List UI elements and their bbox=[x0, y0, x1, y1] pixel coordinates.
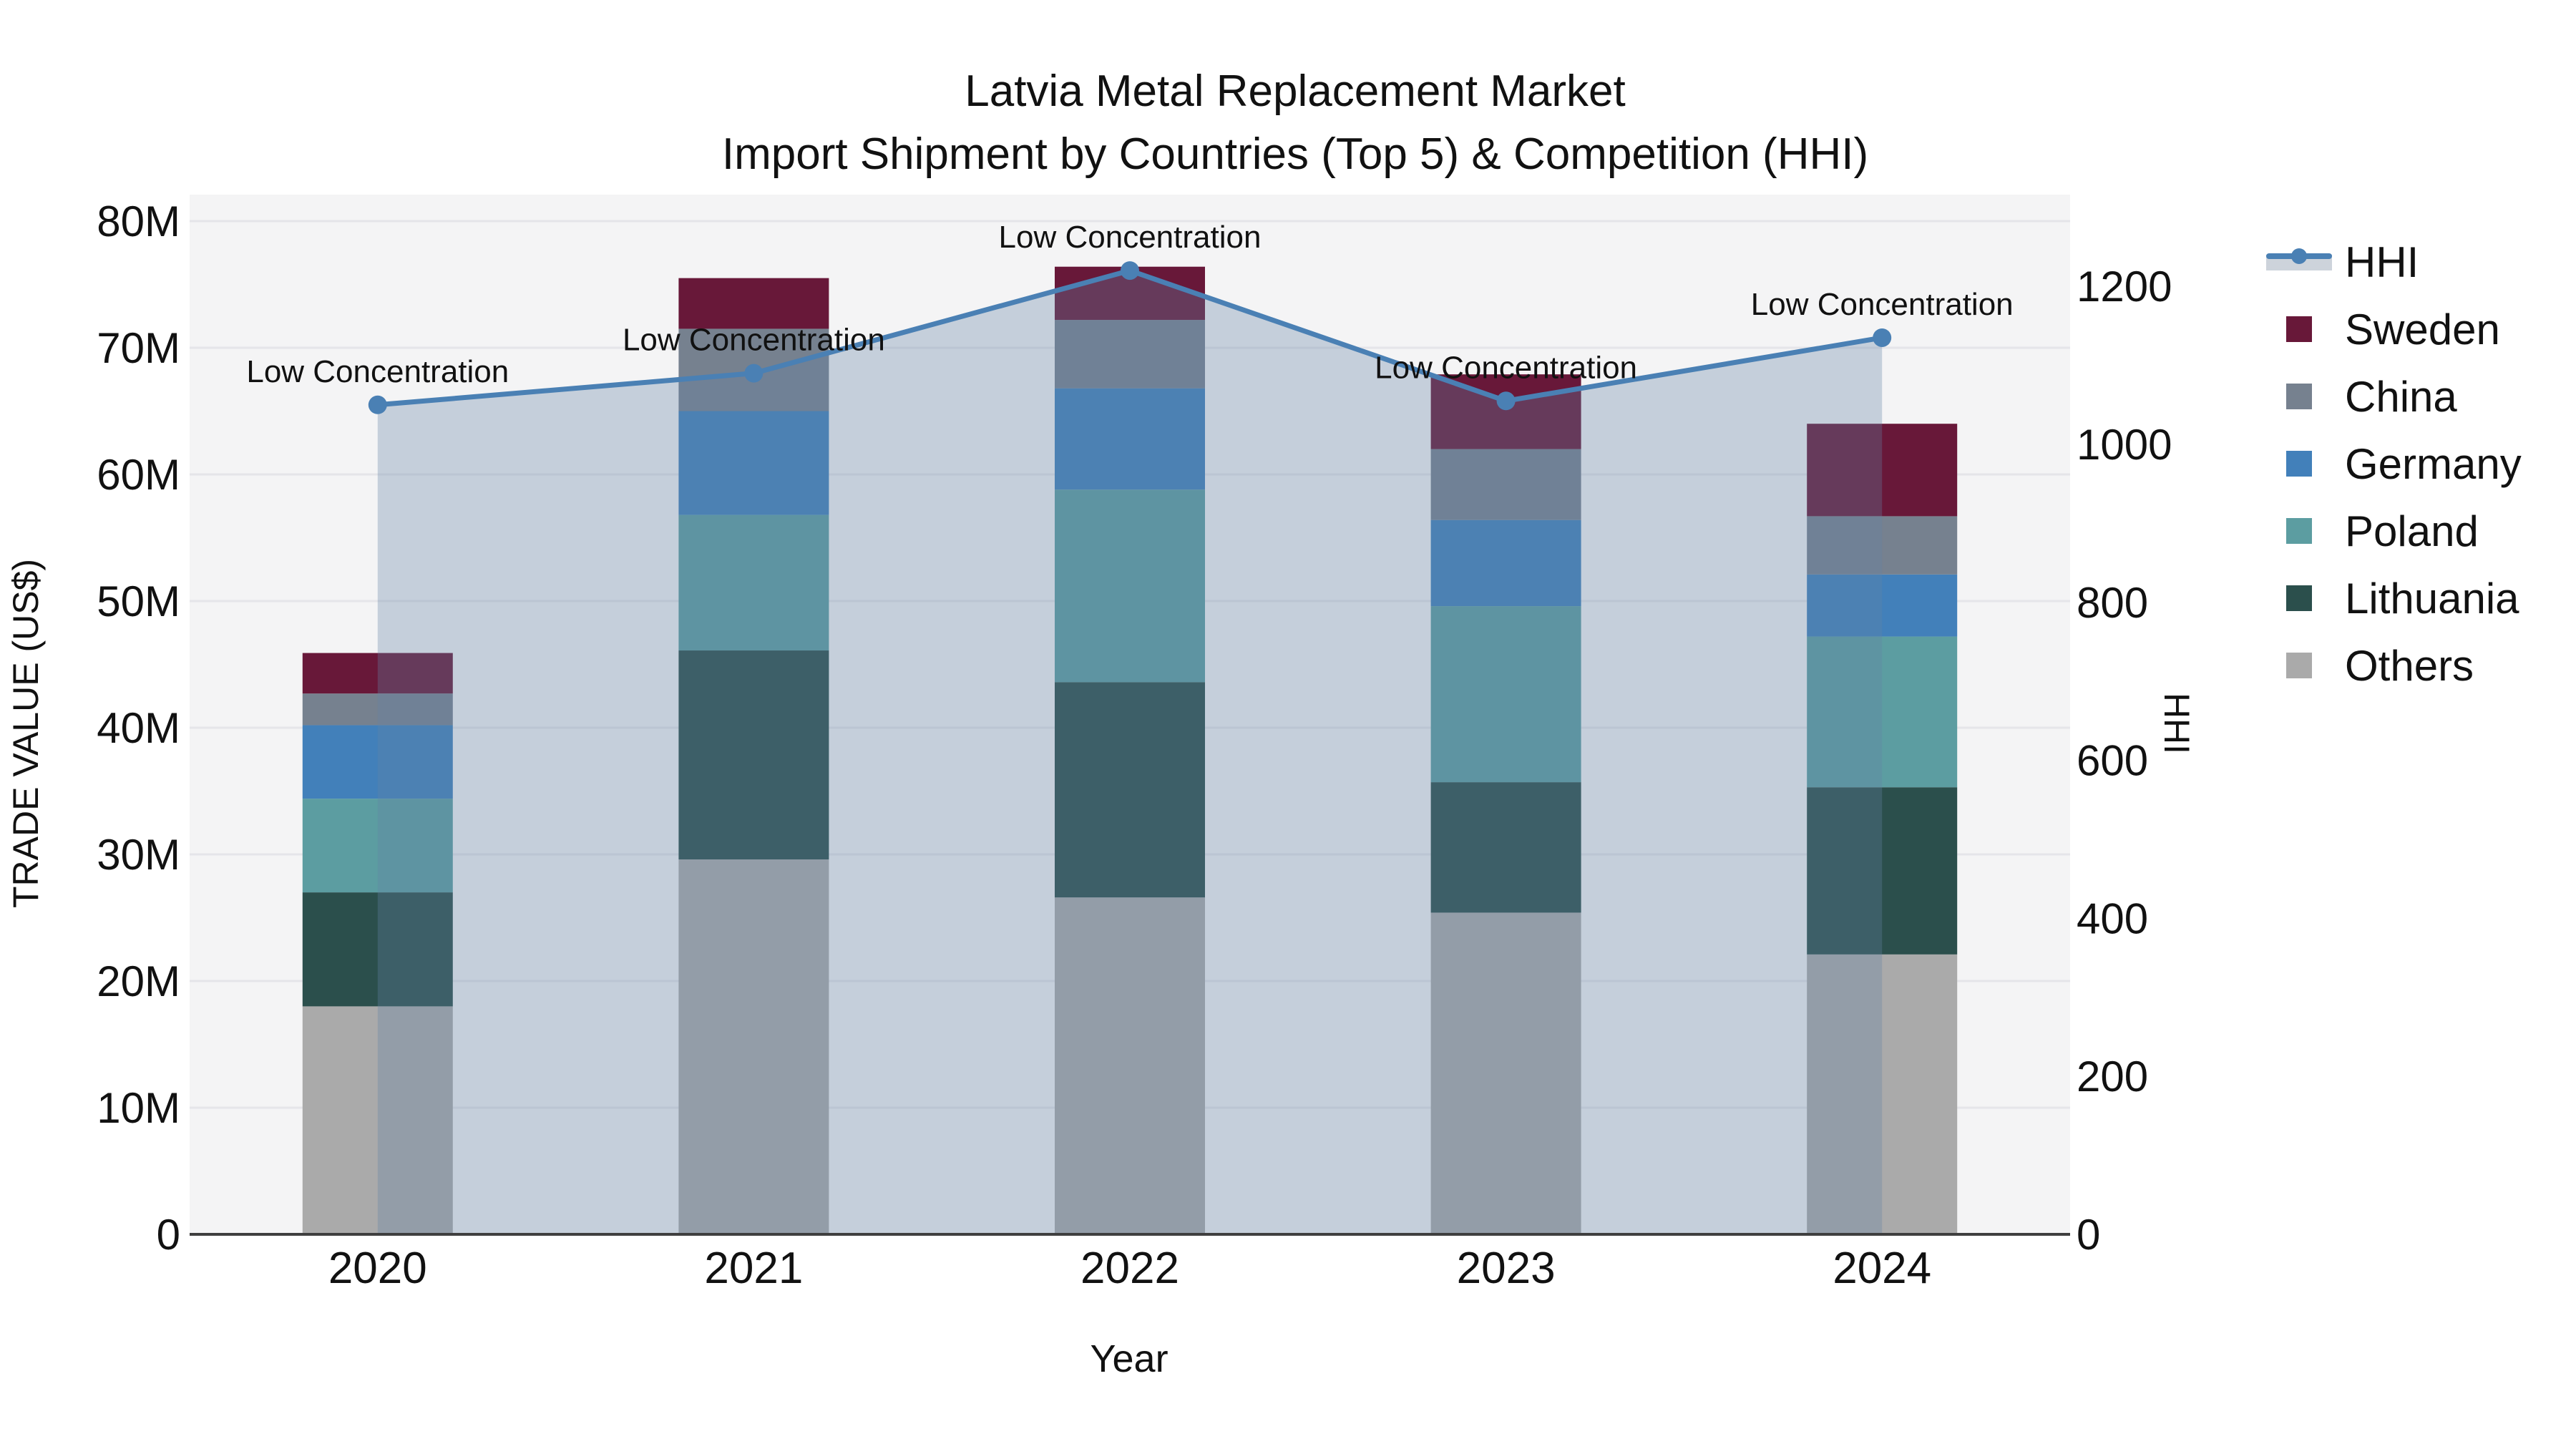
legend-label-others: Others bbox=[2345, 641, 2474, 690]
bar-segment-sweden-2020 bbox=[302, 653, 453, 694]
chart-title: Latvia Metal Replacement Market Import S… bbox=[7, 60, 2576, 186]
legend-label-sweden: Sweden bbox=[2345, 305, 2500, 353]
legend-item-others[interactable]: Others bbox=[2265, 632, 2474, 699]
hhi-area-fill bbox=[377, 270, 1883, 1234]
y-right-tick-600: 600 bbox=[2077, 737, 2148, 785]
bar-segment-germany-2021 bbox=[678, 411, 829, 515]
lithuania-swatch-icon bbox=[2286, 585, 2312, 611]
hhi-line-swatch-icon bbox=[2266, 248, 2332, 275]
y-left-tick-50M: 50M bbox=[97, 577, 180, 625]
y-right-tick-0: 0 bbox=[2077, 1211, 2100, 1259]
legend-label-china: China bbox=[2345, 372, 2457, 421]
bar-segment-germany-2024 bbox=[1807, 574, 1958, 637]
legend-item-lithuania[interactable]: Lithuania bbox=[2265, 565, 2519, 632]
y-right-tick-1200: 1200 bbox=[2077, 263, 2172, 311]
sweden-swatch-icon bbox=[2286, 316, 2312, 342]
legend-item-sweden[interactable]: Sweden bbox=[2265, 296, 2500, 363]
bar-segment-others-2023 bbox=[1430, 912, 1581, 1234]
x-tick-2024: 2024 bbox=[1833, 1244, 1931, 1293]
legend-label-poland: Poland bbox=[2345, 507, 2479, 555]
x-tick-2021: 2021 bbox=[704, 1244, 803, 1293]
y-axis-title-left: TRADE VALUE (US$) bbox=[6, 558, 46, 909]
bar-segment-germany-2022 bbox=[1055, 388, 1205, 490]
hhi-marker-2022 bbox=[1121, 261, 1139, 280]
bar-segment-lithuania-2021 bbox=[678, 650, 829, 860]
bar-segment-sweden-2024 bbox=[1807, 424, 1958, 517]
x-tick-2023: 2023 bbox=[1457, 1244, 1556, 1293]
hhi-marker-2024 bbox=[1873, 328, 1892, 347]
chart-title-line2: Import Shipment by Countries (Top 5) & C… bbox=[721, 130, 1869, 179]
poland-swatch-icon bbox=[2286, 518, 2312, 544]
y-left-tick-30M: 30M bbox=[97, 831, 180, 879]
y-left-tick-10M: 10M bbox=[97, 1084, 180, 1132]
bar-segment-others-2024 bbox=[1807, 954, 1958, 1234]
y-left-tick-0: 0 bbox=[157, 1211, 180, 1259]
bar-segment-china-2022 bbox=[1055, 320, 1205, 389]
bar-segment-others-2022 bbox=[1055, 897, 1205, 1234]
hhi-marker-2020 bbox=[368, 395, 387, 414]
legend-item-poland[interactable]: Poland bbox=[2265, 497, 2479, 565]
annotation-low-concentration-2021: Low Concentration bbox=[623, 323, 885, 358]
annotation-low-concentration-2024: Low Concentration bbox=[1751, 287, 2014, 322]
y-left-tick-20M: 20M bbox=[97, 957, 180, 1005]
hhi-marker-2021 bbox=[744, 364, 763, 383]
bar-segment-china-2020 bbox=[302, 693, 453, 726]
bar-segment-sweden-2021 bbox=[678, 278, 829, 329]
y-right-tick-1000: 1000 bbox=[2077, 421, 2172, 469]
legend-item-china[interactable]: China bbox=[2265, 363, 2457, 430]
y-left-tick-80M: 80M bbox=[97, 197, 180, 245]
y-left-tick-40M: 40M bbox=[97, 704, 180, 752]
y-right-tick-400: 400 bbox=[2077, 894, 2148, 942]
bar-segment-lithuania-2023 bbox=[1430, 782, 1581, 913]
bar-segment-poland-2022 bbox=[1055, 489, 1205, 683]
bar-segment-lithuania-2020 bbox=[302, 892, 453, 1007]
bar-segment-sweden-2023 bbox=[1430, 374, 1581, 449]
bar-segment-poland-2020 bbox=[302, 799, 453, 893]
annotation-low-concentration-2022: Low Concentration bbox=[999, 220, 1262, 255]
legend-label-lithuania: Lithuania bbox=[2345, 574, 2519, 623]
bar-segment-germany-2023 bbox=[1430, 519, 1581, 607]
x-tick-2022: 2022 bbox=[1080, 1244, 1179, 1293]
y-left-tick-70M: 70M bbox=[97, 324, 180, 372]
legend-label-germany: Germany bbox=[2345, 439, 2522, 488]
germany-swatch-icon bbox=[2286, 451, 2312, 477]
y-right-tick-800: 800 bbox=[2077, 579, 2148, 627]
others-swatch-icon bbox=[2286, 653, 2312, 678]
annotation-low-concentration-2023: Low Concentration bbox=[1375, 350, 1637, 385]
bar-segment-germany-2020 bbox=[302, 725, 453, 799]
legend-item-germany[interactable]: Germany bbox=[2265, 430, 2522, 497]
legend-item-hhi[interactable]: HHI bbox=[2265, 228, 2419, 296]
bar-segment-lithuania-2022 bbox=[1055, 682, 1205, 898]
bar-segment-poland-2024 bbox=[1807, 636, 1958, 788]
bar-segment-china-2023 bbox=[1430, 449, 1581, 520]
bar-segment-others-2020 bbox=[302, 1006, 453, 1234]
x-axis-title: Year bbox=[1090, 1337, 1169, 1380]
legend-label-hhi: HHI bbox=[2345, 238, 2419, 286]
bar-segment-poland-2023 bbox=[1430, 606, 1581, 783]
bar-segment-poland-2021 bbox=[678, 514, 829, 651]
bar-segment-china-2024 bbox=[1807, 516, 1958, 575]
y-left-tick-60M: 60M bbox=[97, 451, 180, 499]
y-axis-title-right: HHI bbox=[2157, 692, 2197, 755]
annotation-low-concentration-2020: Low Concentration bbox=[246, 354, 509, 389]
bar-segment-others-2021 bbox=[678, 859, 829, 1234]
hhi-marker-2023 bbox=[1496, 391, 1516, 411]
x-tick-2020: 2020 bbox=[328, 1244, 427, 1293]
china-swatch-icon bbox=[2286, 384, 2312, 409]
y-right-tick-200: 200 bbox=[2077, 1053, 2148, 1101]
chart-title-line1: Latvia Metal Replacement Market bbox=[965, 67, 1626, 116]
bar-segment-lithuania-2024 bbox=[1807, 787, 1958, 955]
